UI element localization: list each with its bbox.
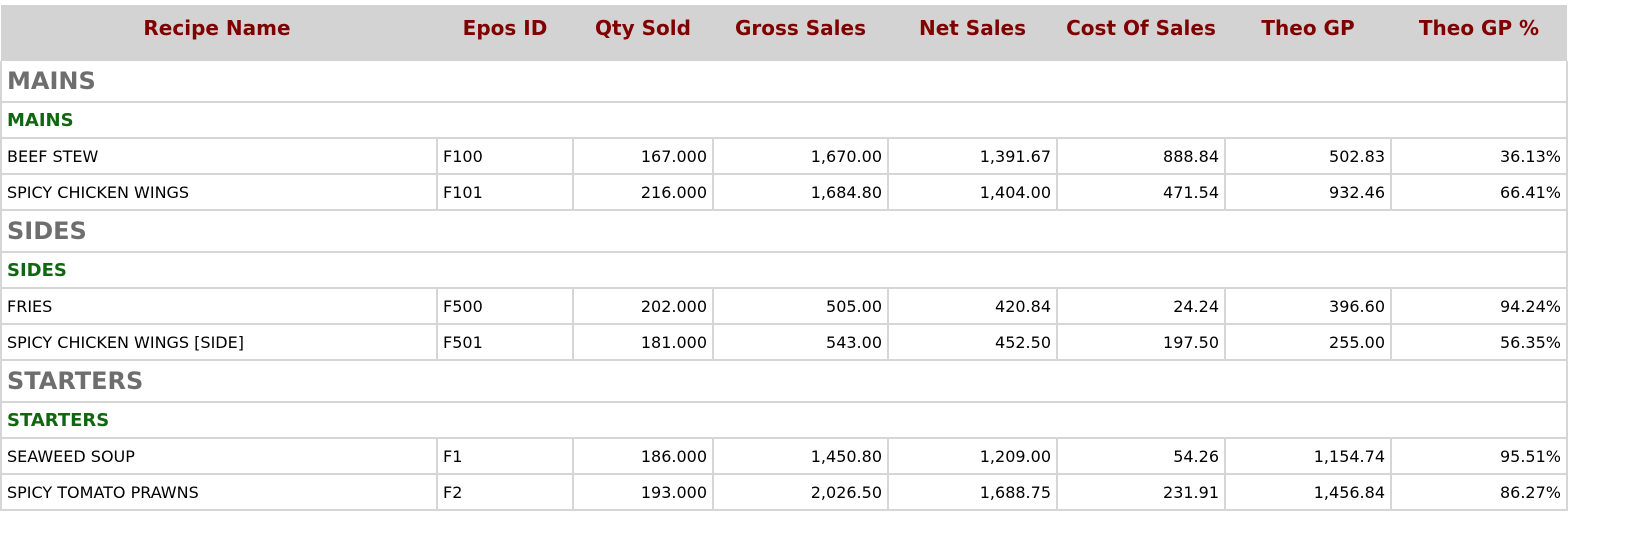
column-header-theo-gp-pct[interactable]: Theo GP % bbox=[1391, 5, 1567, 61]
gross-sales-cell: 543.00 bbox=[712, 323, 889, 361]
qty-sold-cell: 167.000 bbox=[572, 137, 714, 175]
subcategory-heading: STARTERS bbox=[0, 401, 1568, 439]
net-sales-cell: 1,404.00 bbox=[887, 173, 1058, 211]
gross-sales-cell: 1,670.00 bbox=[712, 137, 889, 175]
category-row: MAINS bbox=[0, 61, 1568, 103]
table-header: Recipe Name Epos ID Qty Sold Gross Sales… bbox=[1, 5, 1567, 61]
theo-gp-pct-cell: 86.27% bbox=[1390, 473, 1568, 511]
qty-sold-cell: 216.000 bbox=[572, 173, 714, 211]
qty-sold-cell: 202.000 bbox=[572, 287, 714, 325]
theo-gp-cell: 255.00 bbox=[1224, 323, 1392, 361]
qty-sold-cell: 181.000 bbox=[572, 323, 714, 361]
column-header-qty-sold[interactable]: Qty Sold bbox=[573, 5, 713, 61]
cost-of-sales-cell: 24.24 bbox=[1056, 287, 1226, 325]
column-header-theo-gp[interactable]: Theo GP bbox=[1225, 5, 1391, 61]
column-header-net-sales[interactable]: Net Sales bbox=[888, 5, 1057, 61]
header-row: Recipe Name Epos ID Qty Sold Gross Sales… bbox=[1, 5, 1567, 61]
subcategory-row: STARTERS bbox=[0, 401, 1568, 439]
gross-sales-cell: 1,684.80 bbox=[712, 173, 889, 211]
category-row: SIDES bbox=[0, 210, 1568, 253]
gross-sales-cell: 2,026.50 bbox=[712, 473, 889, 511]
subcategory-heading: SIDES bbox=[0, 251, 1568, 289]
recipe-name-cell: SPICY CHICKEN WINGS [SIDE] bbox=[0, 323, 438, 361]
epos-id-cell: F2 bbox=[436, 473, 574, 511]
table-row: SPICY CHICKEN WINGS [SIDE] F501 181.000 … bbox=[0, 323, 1568, 361]
recipe-name-cell: SEAWEED SOUP bbox=[0, 437, 438, 475]
theo-gp-cell: 396.60 bbox=[1224, 287, 1392, 325]
column-header-cost-of-sales[interactable]: Cost Of Sales bbox=[1057, 5, 1225, 61]
qty-sold-cell: 193.000 bbox=[572, 473, 714, 511]
column-header-gross-sales[interactable]: Gross Sales bbox=[713, 5, 888, 61]
theo-gp-cell: 502.83 bbox=[1224, 137, 1392, 175]
subcategory-row: MAINS bbox=[0, 101, 1568, 139]
cost-of-sales-cell: 471.54 bbox=[1056, 173, 1226, 211]
recipe-name-cell: BEEF STEW bbox=[0, 137, 438, 175]
recipe-name-cell: SPICY TOMATO PRAWNS bbox=[0, 473, 438, 511]
recipe-name-cell: SPICY CHICKEN WINGS bbox=[0, 173, 438, 211]
theo-gp-pct-cell: 56.35% bbox=[1390, 323, 1568, 361]
theo-gp-pct-cell: 66.41% bbox=[1390, 173, 1568, 211]
net-sales-cell: 452.50 bbox=[887, 323, 1058, 361]
theo-gp-cell: 1,456.84 bbox=[1224, 473, 1392, 511]
net-sales-cell: 420.84 bbox=[887, 287, 1058, 325]
column-header-epos-id[interactable]: Epos ID bbox=[437, 5, 573, 61]
table-row: SPICY CHICKEN WINGS F101 216.000 1,684.8… bbox=[0, 173, 1568, 211]
table-row: SPICY TOMATO PRAWNS F2 193.000 2,026.50 … bbox=[0, 473, 1568, 511]
recipe-name-cell: FRIES bbox=[0, 287, 438, 325]
epos-id-cell: F1 bbox=[436, 437, 574, 475]
category-row: STARTERS bbox=[0, 360, 1568, 403]
cost-of-sales-cell: 197.50 bbox=[1056, 323, 1226, 361]
table-row: FRIES F500 202.000 505.00 420.84 24.24 3… bbox=[0, 287, 1568, 325]
subcategory-heading: MAINS bbox=[0, 101, 1568, 139]
gross-sales-cell: 1,450.80 bbox=[712, 437, 889, 475]
theo-gp-cell: 1,154.74 bbox=[1224, 437, 1392, 475]
category-heading: STARTERS bbox=[0, 360, 1568, 403]
cost-of-sales-cell: 231.91 bbox=[1056, 473, 1226, 511]
theo-gp-cell: 932.46 bbox=[1224, 173, 1392, 211]
cost-of-sales-cell: 888.84 bbox=[1056, 137, 1226, 175]
recipe-sales-table: Recipe Name Epos ID Qty Sold Gross Sales… bbox=[0, 5, 1568, 511]
table-row: BEEF STEW F100 167.000 1,670.00 1,391.67… bbox=[0, 137, 1568, 175]
table-body: MAINS MAINS BEEF STEW F100 167.000 1,670… bbox=[0, 61, 1568, 511]
theo-gp-pct-cell: 36.13% bbox=[1390, 137, 1568, 175]
epos-id-cell: F500 bbox=[436, 287, 574, 325]
net-sales-cell: 1,688.75 bbox=[887, 473, 1058, 511]
epos-id-cell: F501 bbox=[436, 323, 574, 361]
theo-gp-pct-cell: 94.24% bbox=[1390, 287, 1568, 325]
subcategory-row: SIDES bbox=[0, 251, 1568, 289]
table-row: SEAWEED SOUP F1 186.000 1,450.80 1,209.0… bbox=[0, 437, 1568, 475]
theo-gp-pct-cell: 95.51% bbox=[1390, 437, 1568, 475]
cost-of-sales-cell: 54.26 bbox=[1056, 437, 1226, 475]
gross-sales-cell: 505.00 bbox=[712, 287, 889, 325]
qty-sold-cell: 186.000 bbox=[572, 437, 714, 475]
net-sales-cell: 1,391.67 bbox=[887, 137, 1058, 175]
column-header-recipe-name[interactable]: Recipe Name bbox=[1, 5, 437, 61]
recipe-sales-report: Recipe Name Epos ID Qty Sold Gross Sales… bbox=[0, 5, 1568, 511]
epos-id-cell: F100 bbox=[436, 137, 574, 175]
net-sales-cell: 1,209.00 bbox=[887, 437, 1058, 475]
epos-id-cell: F101 bbox=[436, 173, 574, 211]
category-heading: SIDES bbox=[0, 210, 1568, 253]
category-heading: MAINS bbox=[0, 61, 1568, 103]
